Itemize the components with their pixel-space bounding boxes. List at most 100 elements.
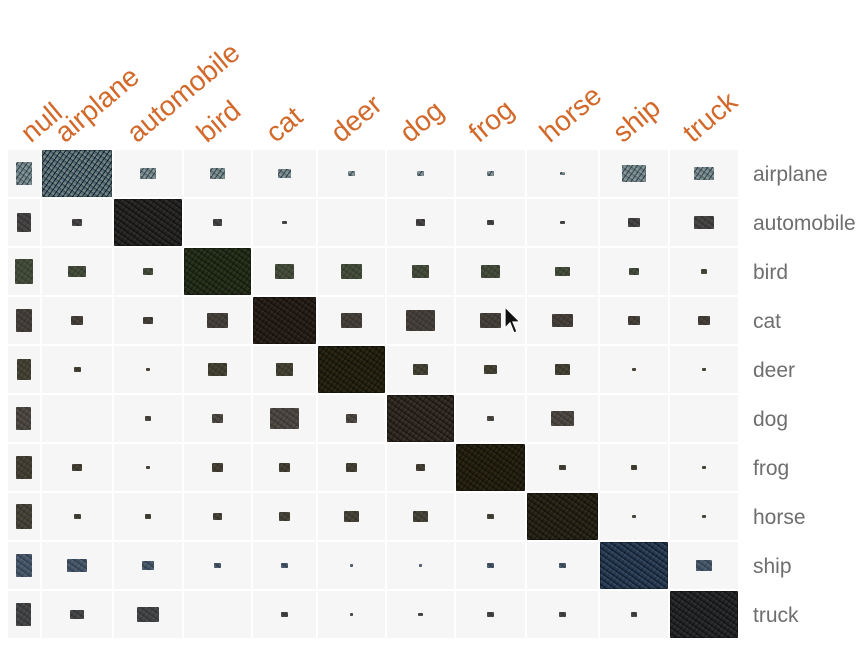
image-mosaic-thumbnail — [212, 219, 223, 226]
column-label-horse: horse — [533, 79, 608, 149]
image-mosaic-thumbnail — [487, 514, 494, 519]
image-mosaic-thumbnail — [350, 564, 353, 567]
image-mosaic-thumbnail — [701, 514, 707, 519]
image-mosaic-thumbnail — [456, 444, 525, 491]
image-mosaic-thumbnail — [279, 512, 290, 521]
column-label-ship: ship — [606, 91, 666, 149]
column-label-frog: frog — [462, 93, 520, 149]
image-mosaic-thumbnail — [411, 265, 430, 278]
image-mosaic-thumbnail — [144, 416, 152, 421]
image-mosaic-thumbnail — [282, 220, 287, 225]
image-mosaic-thumbnail — [17, 212, 31, 233]
image-mosaic-thumbnail — [345, 463, 358, 472]
image-mosaic-thumbnail — [481, 265, 500, 278]
image-mosaic-thumbnail — [415, 464, 426, 471]
image-mosaic-thumbnail — [345, 414, 358, 423]
image-mosaic-thumbnail — [631, 514, 637, 519]
column-label-bird: bird — [190, 94, 247, 149]
row-label-ship: ship — [753, 554, 792, 578]
row-label-airplane: airplane — [753, 162, 828, 186]
image-mosaic-thumbnail — [629, 268, 639, 275]
image-mosaic-thumbnail — [16, 603, 32, 626]
image-mosaic-thumbnail — [387, 395, 454, 442]
image-mosaic-thumbnail — [274, 264, 295, 279]
row-label-bird: bird — [753, 260, 789, 284]
image-mosaic-thumbnail — [417, 171, 424, 176]
row-label-frog: frog — [753, 456, 790, 480]
row-label-cat: cat — [753, 309, 782, 333]
image-mosaic-thumbnail — [350, 613, 353, 616]
image-mosaic-thumbnail — [487, 416, 494, 421]
image-mosaic-thumbnail — [479, 313, 502, 328]
image-mosaic-thumbnail — [16, 407, 32, 430]
image-mosaic-thumbnail — [527, 493, 598, 540]
image-mosaic-thumbnail — [694, 166, 714, 181]
image-mosaic-thumbnail — [208, 362, 227, 377]
image-mosaic-thumbnail — [670, 591, 738, 638]
image-mosaic-thumbnail — [16, 358, 32, 380]
image-mosaic-thumbnail — [415, 219, 426, 226]
image-mosaic-thumbnail — [413, 364, 428, 375]
image-mosaic-thumbnail — [144, 514, 152, 519]
image-mosaic-thumbnail — [344, 511, 359, 522]
matrix-cell — [184, 591, 251, 638]
column-label-truck: truck — [676, 85, 744, 149]
image-mosaic-thumbnail — [695, 559, 713, 572]
matrix-cell — [670, 395, 738, 442]
image-mosaic-thumbnail — [555, 266, 570, 277]
image-mosaic-thumbnail — [145, 367, 151, 372]
image-mosaic-thumbnail — [70, 316, 84, 325]
image-mosaic-thumbnail — [558, 465, 567, 470]
image-mosaic-thumbnail — [698, 316, 710, 325]
image-mosaic-thumbnail — [554, 364, 571, 375]
image-mosaic-thumbnail — [16, 161, 32, 186]
image-mosaic-thumbnail — [318, 346, 385, 393]
image-mosaic-thumbnail — [405, 309, 436, 331]
column-label-deer: deer — [324, 88, 388, 149]
image-mosaic-thumbnail — [483, 364, 498, 375]
image-mosaic-thumbnail — [212, 513, 223, 520]
image-mosaic-thumbnail — [558, 563, 567, 568]
image-mosaic-thumbnail — [552, 313, 573, 328]
row-label-automobile: automobile — [753, 211, 856, 235]
image-mosaic-thumbnail — [143, 268, 153, 275]
image-mosaic-thumbnail — [487, 612, 494, 617]
image-mosaic-thumbnail — [630, 612, 638, 617]
image-mosaic-thumbnail — [211, 463, 224, 472]
image-mosaic-thumbnail — [487, 220, 494, 225]
image-mosaic-thumbnail — [67, 558, 87, 573]
image-mosaic-thumbnail — [413, 511, 428, 522]
image-mosaic-thumbnail — [15, 258, 33, 285]
image-mosaic-thumbnail — [487, 563, 494, 568]
column-label-dog: dog — [393, 94, 450, 149]
image-mosaic-thumbnail — [270, 407, 299, 429]
image-mosaic-thumbnail — [694, 215, 714, 230]
image-mosaic-thumbnail — [42, 150, 112, 197]
image-mosaic-thumbnail — [253, 297, 316, 344]
image-mosaic-thumbnail — [628, 218, 640, 227]
image-mosaic-thumbnail — [340, 264, 363, 279]
image-mosaic-thumbnail — [418, 612, 423, 617]
image-mosaic-thumbnail — [558, 612, 567, 617]
matrix-cell — [42, 395, 112, 442]
image-mosaic-thumbnail — [281, 612, 288, 617]
image-mosaic-thumbnail — [275, 362, 294, 377]
image-mosaic-thumbnail — [72, 464, 82, 471]
image-mosaic-thumbnail — [15, 504, 33, 529]
image-mosaic-thumbnail — [701, 367, 707, 372]
row-label-deer: deer — [753, 358, 796, 382]
image-mosaic-thumbnail — [281, 563, 288, 568]
image-mosaic-thumbnail — [630, 465, 638, 470]
image-mosaic-thumbnail — [700, 269, 708, 274]
image-mosaic-thumbnail — [210, 168, 225, 179]
image-mosaic-thumbnail — [622, 165, 646, 182]
row-label-horse: horse — [753, 505, 806, 529]
image-mosaic-thumbnail — [72, 219, 82, 226]
image-mosaic-thumbnail — [16, 455, 32, 480]
image-mosaic-thumbnail — [419, 564, 422, 567]
image-mosaic-thumbnail — [628, 316, 640, 325]
image-mosaic-thumbnail — [184, 248, 251, 295]
image-mosaic-thumbnail — [348, 171, 355, 176]
image-mosaic-thumbnail — [137, 607, 159, 622]
